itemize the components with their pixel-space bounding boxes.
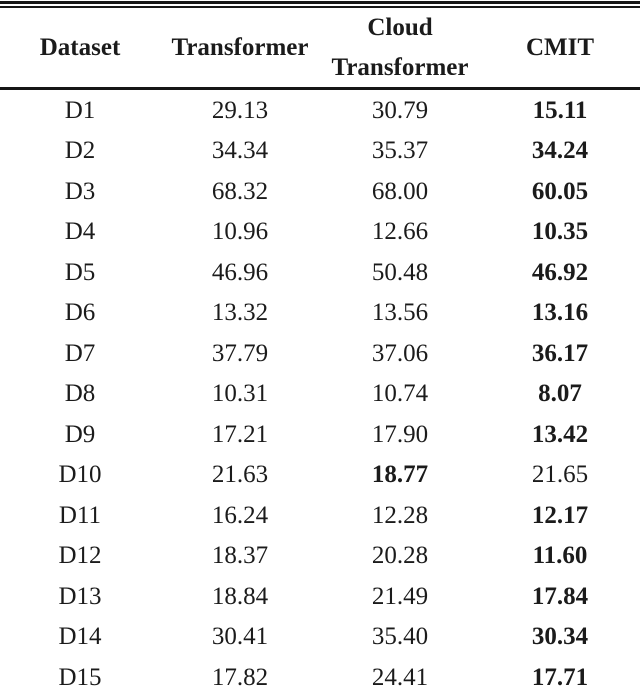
transformer-value-cell: 17.82 [211, 663, 269, 687]
table-row: D8 10.31 10.74 8.07 [0, 374, 640, 415]
cmit-value-cell: 8.07 [538, 380, 582, 408]
transformer-value-cell: 10.96 [211, 218, 269, 246]
cmit-value-cell: 30.34 [531, 623, 589, 651]
cmit-value-cell: 11.60 [532, 542, 588, 570]
cmit-value-cell: 21.65 [531, 461, 589, 489]
cloud-transformer-value-cell: 10.74 [371, 380, 429, 408]
cloud-transformer-value-cell: 37.06 [371, 339, 429, 367]
dataset-label-cell: D10 [58, 461, 102, 489]
cloud-transformer-value-cell: 35.37 [371, 137, 429, 165]
transformer-value-cell: 68.32 [211, 177, 269, 205]
dataset-label-cell: D14 [58, 623, 102, 651]
transformer-value-cell: 10.31 [211, 380, 269, 408]
transformer-value-cell: 30.41 [211, 623, 269, 651]
transformer-value-cell: 34.34 [211, 137, 269, 165]
cloud-transformer-value-cell: 17.90 [371, 420, 429, 448]
transformer-value-cell: 16.24 [211, 501, 269, 529]
transformer-value-cell: 13.32 [211, 299, 269, 327]
column-header-transformer: Transformer [171, 34, 309, 61]
cloud-transformer-value-cell: 13.56 [371, 299, 429, 327]
table-row: D5 46.96 50.48 46.92 [0, 252, 640, 293]
column-header-cloud-transformer: Cloud Transformer [320, 8, 480, 87]
table-row: D10 21.63 18.77 21.65 [0, 455, 640, 496]
dataset-label-cell: D11 [58, 501, 102, 529]
table-row: D6 13.32 13.56 13.16 [0, 293, 640, 334]
header-separator-rule [0, 87, 640, 90]
dataset-label-cell: D1 [64, 96, 96, 124]
cmit-value-cell: 36.17 [531, 339, 589, 367]
cmit-value-cell: 60.05 [531, 177, 589, 205]
dataset-label-cell: D8 [64, 380, 96, 408]
table-header-row: Dataset Transformer Cloud Transformer CM… [0, 8, 640, 87]
cloud-transformer-value-cell: 24.41 [371, 663, 429, 687]
transformer-value-cell: 29.13 [211, 96, 269, 124]
cmit-value-cell: 46.92 [531, 258, 589, 286]
column-header-cloud-transformer-line2: Transformer [331, 53, 469, 81]
cmit-value-cell: 17.84 [531, 582, 589, 610]
column-header-dataset: Dataset [39, 34, 121, 61]
dataset-label-cell: D2 [64, 137, 96, 165]
column-header-cmit: CMIT [525, 34, 595, 61]
table-row: D2 34.34 35.37 34.24 [0, 131, 640, 172]
table-row: D11 16.24 12.28 12.17 [0, 495, 640, 536]
table-body: D1 29.13 30.79 15.11 D2 34.34 35.37 34.2… [0, 90, 640, 687]
cmit-value-cell: 13.16 [531, 299, 589, 327]
dataset-label-cell: D9 [64, 420, 96, 448]
cloud-transformer-value-cell: 18.77 [371, 461, 429, 489]
dataset-label-cell: D6 [64, 299, 96, 327]
cloud-transformer-value-cell: 30.79 [371, 96, 429, 124]
dataset-label-cell: D13 [58, 582, 102, 610]
cloud-transformer-value-cell: 50.48 [371, 258, 429, 286]
column-header-cloud-transformer-line1: Cloud [367, 14, 433, 41]
transformer-value-cell: 46.96 [211, 258, 269, 286]
dataset-label-cell: D3 [64, 177, 96, 205]
table-row: D9 17.21 17.90 13.42 [0, 414, 640, 455]
transformer-value-cell: 21.63 [211, 461, 269, 489]
cloud-transformer-value-cell: 68.00 [371, 177, 429, 205]
transformer-value-cell: 18.84 [211, 582, 269, 610]
transformer-value-cell: 18.37 [211, 542, 269, 570]
table-row: D13 18.84 21.49 17.84 [0, 576, 640, 617]
table-row: D1 29.13 30.79 15.11 [0, 90, 640, 131]
cmit-value-cell: 13.42 [531, 420, 589, 448]
cloud-transformer-value-cell: 20.28 [371, 542, 429, 570]
cloud-transformer-value-cell: 35.40 [371, 623, 429, 651]
cmit-value-cell: 15.11 [532, 96, 588, 124]
table-row: D15 17.82 24.41 17.71 [0, 657, 640, 687]
table-row: D12 18.37 20.28 11.60 [0, 536, 640, 577]
cloud-transformer-value-cell: 21.49 [371, 582, 429, 610]
table-row: D7 37.79 37.06 36.17 [0, 333, 640, 374]
table-top-double-rule [0, 1, 640, 8]
table-row: D4 10.96 12.66 10.35 [0, 212, 640, 253]
transformer-value-cell: 17.21 [211, 420, 269, 448]
dataset-label-cell: D7 [64, 339, 96, 367]
cmit-value-cell: 12.17 [531, 501, 589, 529]
cloud-transformer-value-cell: 12.28 [371, 501, 429, 529]
transformer-value-cell: 37.79 [211, 339, 269, 367]
table-row: D14 30.41 35.40 30.34 [0, 617, 640, 658]
cmit-value-cell: 10.35 [531, 218, 589, 246]
dataset-label-cell: D4 [64, 218, 96, 246]
table-row: D3 68.32 68.00 60.05 [0, 171, 640, 212]
cloud-transformer-value-cell: 12.66 [371, 218, 429, 246]
dataset-label-cell: D15 [58, 663, 102, 687]
cmit-value-cell: 34.24 [531, 137, 589, 165]
dataset-label-cell: D5 [64, 258, 96, 286]
dataset-label-cell: D12 [58, 542, 102, 570]
cmit-value-cell: 17.71 [531, 663, 589, 687]
